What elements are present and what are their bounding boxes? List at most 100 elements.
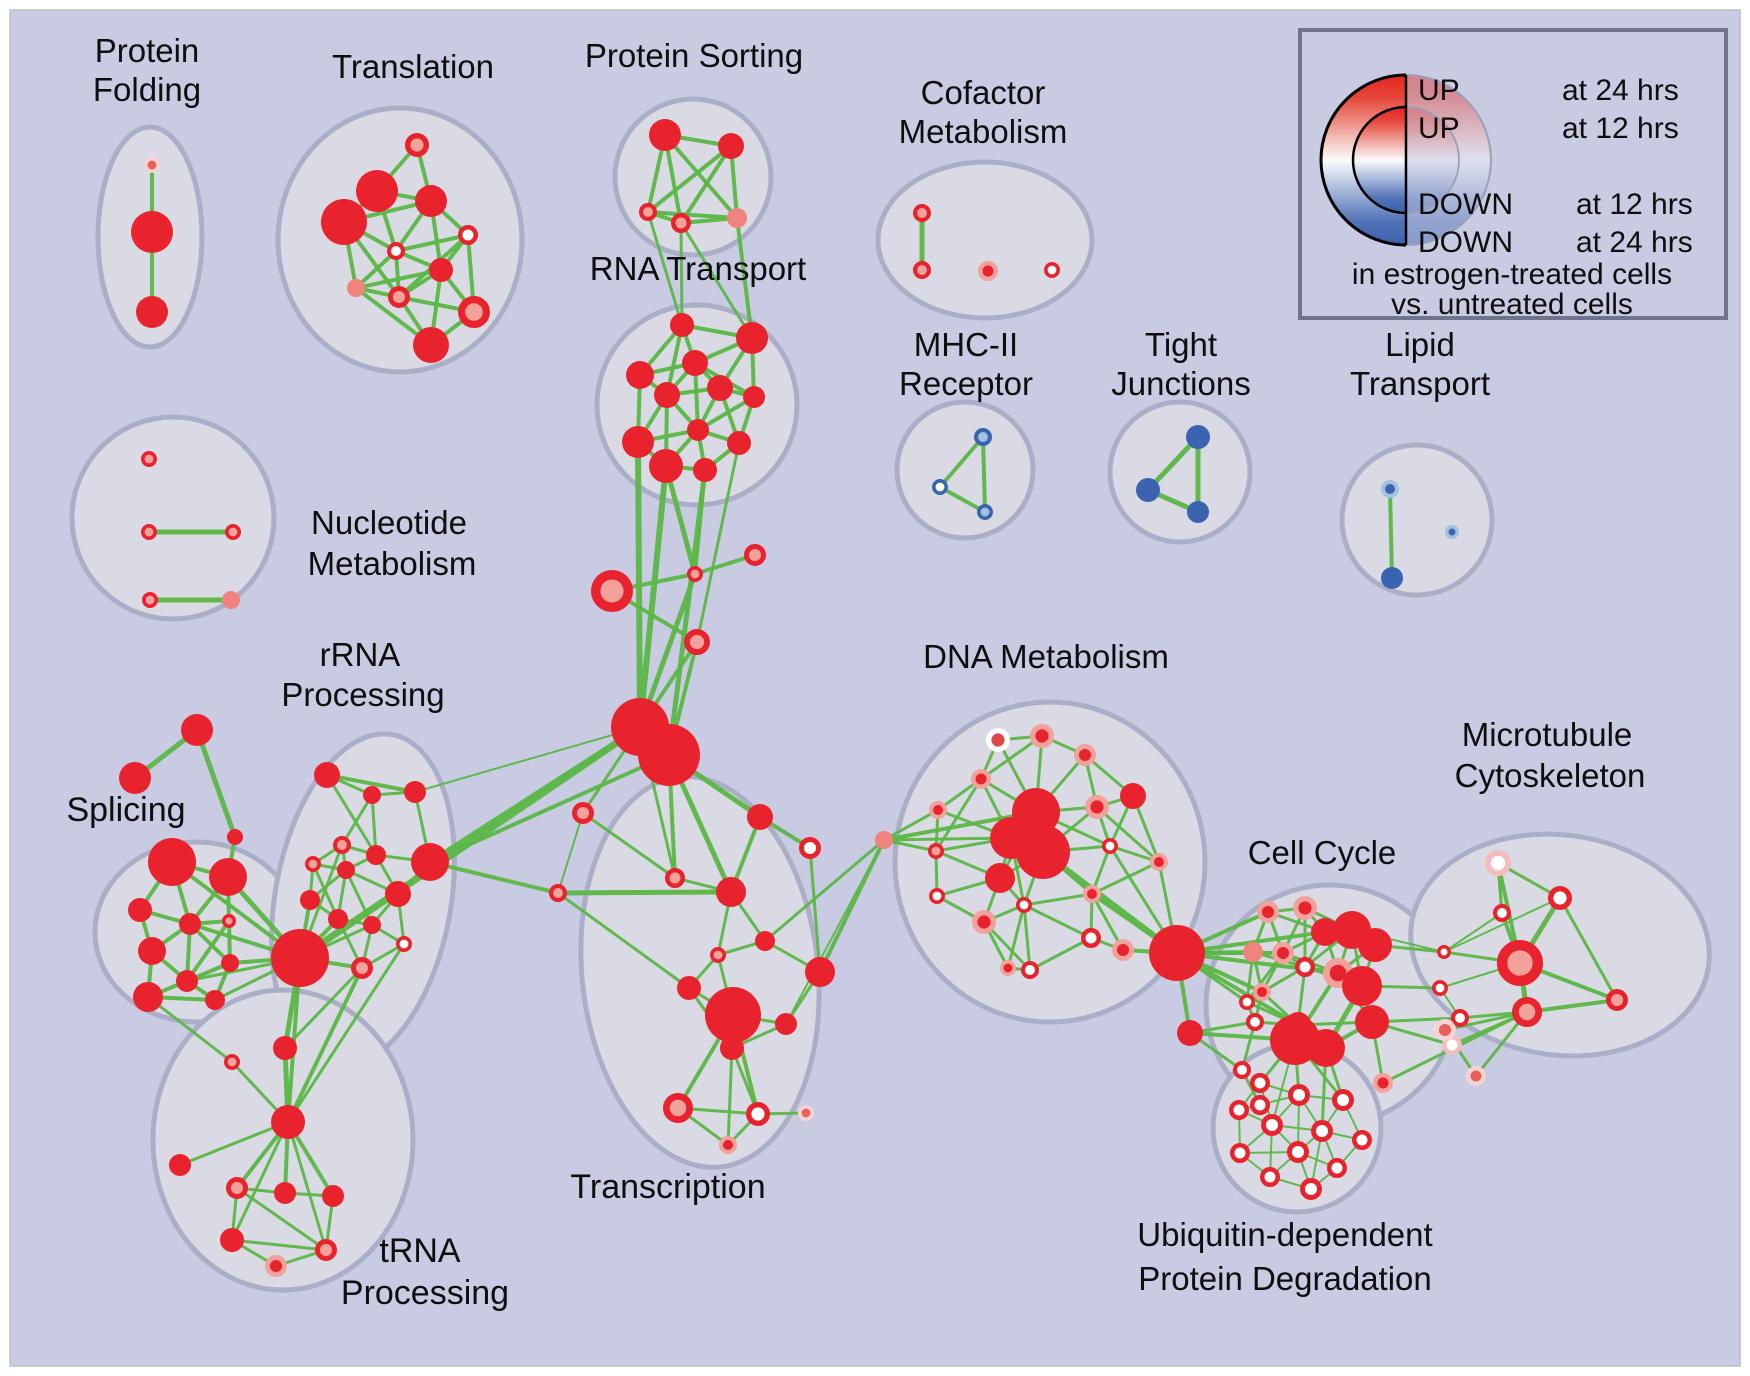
network-node (927, 842, 944, 859)
network-edge (663, 133, 739, 220)
network-node (1327, 1158, 1347, 1178)
legend-up-12-dir: UP (1418, 112, 1460, 145)
network-node (1102, 837, 1119, 854)
network-node (220, 1228, 244, 1252)
network-node (385, 881, 411, 907)
network-node (144, 157, 161, 174)
network-node (1605, 988, 1628, 1011)
network-node (176, 970, 198, 992)
network-node (928, 887, 945, 904)
network-node (743, 543, 766, 566)
label-processing: Processing (341, 1274, 509, 1312)
network-node (1250, 1095, 1270, 1115)
network-node (271, 929, 329, 987)
network-edge (979, 734, 1044, 781)
network-node (1286, 1140, 1309, 1163)
network-node (141, 450, 158, 467)
network-node (687, 419, 709, 441)
legend-up-24-dir: UP (1418, 74, 1460, 107)
network-node (169, 1154, 191, 1176)
network-node (1437, 945, 1451, 959)
label-translation: Translation (332, 48, 494, 85)
network-node (1253, 983, 1272, 1002)
network-node (875, 831, 893, 849)
network-edge (370, 793, 378, 857)
network-node (727, 208, 747, 228)
network-node (1270, 1015, 1320, 1065)
network-node (1373, 1073, 1393, 1093)
network-edge (1525, 998, 1619, 1014)
network-node (273, 1036, 297, 1060)
network-node (775, 1013, 797, 1035)
network-node (395, 935, 412, 952)
network-node (671, 213, 691, 233)
network-edge (882, 808, 940, 842)
network-edge (1558, 896, 1619, 1002)
network-edge (394, 233, 470, 253)
network-node (1233, 1061, 1252, 1080)
network-edge (311, 862, 340, 921)
network-node (755, 931, 775, 951)
label-folding: Folding (93, 71, 201, 108)
label-junctions: Junctions (1111, 365, 1250, 402)
network-node (1150, 853, 1169, 872)
network-node (1239, 993, 1256, 1010)
cluster-trna-processing (150, 987, 416, 1293)
legend-down-24-dir: DOWN (1418, 226, 1513, 259)
network-edge (344, 868, 374, 927)
network-edge (726, 1046, 734, 1147)
network-node (138, 937, 166, 965)
network-edge (414, 726, 641, 793)
network-edge (938, 485, 987, 514)
network-node (148, 838, 196, 886)
network-node (386, 241, 405, 260)
network-node (654, 382, 680, 408)
network-edge (663, 463, 698, 577)
network-node (458, 225, 478, 245)
network-node (388, 286, 411, 309)
cluster-translation (275, 105, 525, 375)
network-node (332, 836, 351, 855)
label-dna-metabolism: DNA Metabolism (923, 638, 1169, 675)
network-edge (646, 144, 733, 214)
network-node (413, 327, 449, 363)
network-edge (286, 942, 406, 1124)
network-edge (557, 812, 584, 894)
network-node (265, 1254, 288, 1277)
network-node (1307, 1029, 1345, 1067)
network-node (405, 132, 430, 157)
network-node (128, 898, 152, 922)
network-node (322, 1185, 344, 1207)
network-node (1331, 1088, 1354, 1111)
network-node (321, 199, 367, 245)
network-edge (428, 860, 560, 895)
network-node (1485, 849, 1512, 876)
label-metabolism: Metabolism (308, 545, 477, 582)
cluster-mhc-ii-receptor (894, 399, 1036, 541)
node-layer (119, 119, 1628, 1277)
network-node (718, 133, 744, 159)
network-edge (808, 846, 822, 974)
network-node (133, 982, 163, 1012)
network-edge (1090, 860, 1161, 896)
legend-up-12-time: at 12 hrs (1562, 112, 1679, 145)
network-node (1292, 896, 1317, 921)
network-node (972, 910, 997, 935)
network-node (221, 954, 239, 972)
network-node (1310, 1119, 1333, 1142)
legend: UP at 24 hrs UP at 12 hrs DOWN at 12 hrs… (1298, 28, 1728, 321)
network-node (736, 322, 768, 354)
network-edge (555, 889, 734, 896)
label-cytoskeleton: Cytoskeleton (1455, 757, 1646, 794)
network-node (136, 296, 168, 328)
label-transport: Transport (1350, 365, 1490, 402)
network-node (978, 261, 998, 281)
network-node (1342, 966, 1382, 1006)
network-node (1358, 928, 1392, 962)
network-node (328, 909, 348, 929)
network-node (682, 350, 708, 376)
network-edge (646, 210, 684, 327)
network-edge (1443, 912, 1503, 953)
cluster-tight-junctions (1107, 399, 1253, 545)
